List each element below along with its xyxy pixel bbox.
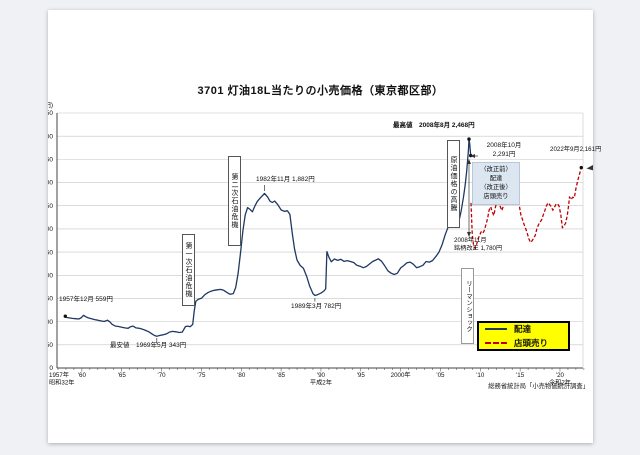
label-nov-2008-date: 2008年11月 <box>454 237 487 244</box>
label-max-2008: 最高値 2008年8月 2,468円 <box>393 122 475 129</box>
svg-text:'65: '65 <box>118 372 127 379</box>
svg-text:1957年: 1957年 <box>49 371 69 379</box>
svg-text:昭和32年: 昭和32年 <box>49 379 74 387</box>
document-page: 3701 灯油18L当たりの小売価格（東京都区部） 0 250 500 750 1,00… <box>48 10 601 443</box>
svg-text:2,500: 2,500 <box>48 133 53 140</box>
svg-text:'90: '90 <box>317 372 326 379</box>
svg-text:1,750: 1,750 <box>48 203 53 210</box>
svg-text:1,500: 1,500 <box>48 226 53 233</box>
legend-delivery-label: 配達 <box>514 324 532 334</box>
label-start-1957: 1957年12月 559円 <box>59 296 113 303</box>
solid-line-swatch-icon <box>485 328 507 330</box>
label-oct-2008-date: 2008年10月 <box>486 142 522 149</box>
series-gap-arrow-bottom <box>467 232 471 237</box>
event-box-crude-oil-surge: 原油価格の高騰 <box>447 140 460 228</box>
svg-text:(円): (円) <box>48 101 53 109</box>
legend-row-storefront: 店頭売り <box>485 337 562 349</box>
svg-text:'70: '70 <box>158 372 167 379</box>
arrow-2291-head <box>470 154 475 158</box>
label-sep-2022: 2022年9月2,161円 <box>550 146 602 153</box>
svg-text:令和2年: 令和2年 <box>549 379 571 387</box>
data-source-note: 総務省統計局「小売物価統計調査」 <box>488 383 589 390</box>
svg-text:'75: '75 <box>197 372 206 379</box>
label-nov-2008: 2008年11月 銘柄改正 1,780円 <box>454 237 502 254</box>
svg-text:1,000: 1,000 <box>48 272 53 279</box>
dashed-line-swatch-icon <box>485 342 507 344</box>
revision-before: （改正前） <box>480 166 512 173</box>
label-oct-2008-price: 2,291円 <box>492 150 516 158</box>
revision-after-series: 店頭売り <box>483 193 509 201</box>
svg-text:'80: '80 <box>237 372 246 379</box>
svg-text:2,000: 2,000 <box>48 180 53 187</box>
svg-text:1,250: 1,250 <box>48 249 53 256</box>
svg-text:'10: '10 <box>476 372 485 379</box>
revision-note-box: （改正前） 配達 （改正後） 店頭売り <box>472 162 520 205</box>
legend-row-delivery: 配達 <box>485 323 562 335</box>
label-oct-2008: 2008年10月 2,291円 <box>476 142 532 160</box>
svg-text:'20: '20 <box>556 372 565 379</box>
svg-text:2,250: 2,250 <box>48 157 53 164</box>
label-nov-2008-price: 銘柄改正 1,780円 <box>454 245 503 253</box>
event-box-lehman-shock: リーマンショック <box>461 268 474 344</box>
svg-text:2,750: 2,750 <box>48 110 53 117</box>
revision-before-series: 配達 <box>489 175 503 183</box>
label-low-1989: 1989年3月 782円 <box>291 303 342 310</box>
svg-text:'95: '95 <box>357 372 366 379</box>
svg-text:0: 0 <box>49 365 53 372</box>
chart-legend: 配達 店頭売り <box>477 321 570 351</box>
svg-text:250: 250 <box>48 342 53 349</box>
chart-annotation-connectors <box>156 154 593 344</box>
svg-text:'15: '15 <box>516 372 525 379</box>
revision-after: （改正後） <box>480 184 512 192</box>
chart-title: 3701 灯油18L当たりの小売価格（東京都区部） <box>197 85 444 97</box>
event-box-first-oil-crisis: 第一次石油危機 <box>182 234 195 306</box>
arrow-2022-head <box>586 165 593 171</box>
svg-text:'60: '60 <box>78 372 87 379</box>
svg-text:2000年: 2000年 <box>391 371 411 379</box>
svg-text:'05: '05 <box>436 372 445 379</box>
label-peak-1982: 1982年11月 1,882円 <box>256 176 315 183</box>
legend-storefront-label: 店頭売り <box>514 338 549 348</box>
svg-text:'85: '85 <box>277 372 286 379</box>
series-gap-arrow-top <box>467 159 471 164</box>
svg-text:500: 500 <box>48 319 53 326</box>
label-min-1969: 最安値 1969年5月 343円 <box>110 342 187 349</box>
event-box-second-oil-crisis: 第二次石油危機 <box>228 156 241 246</box>
svg-text:平成2年: 平成2年 <box>310 379 332 387</box>
svg-text:750: 750 <box>48 296 53 303</box>
price-line-chart: 0 250 500 750 1,000 1,250 1,500 1,750 2,000 2,250… <box>48 101 593 387</box>
